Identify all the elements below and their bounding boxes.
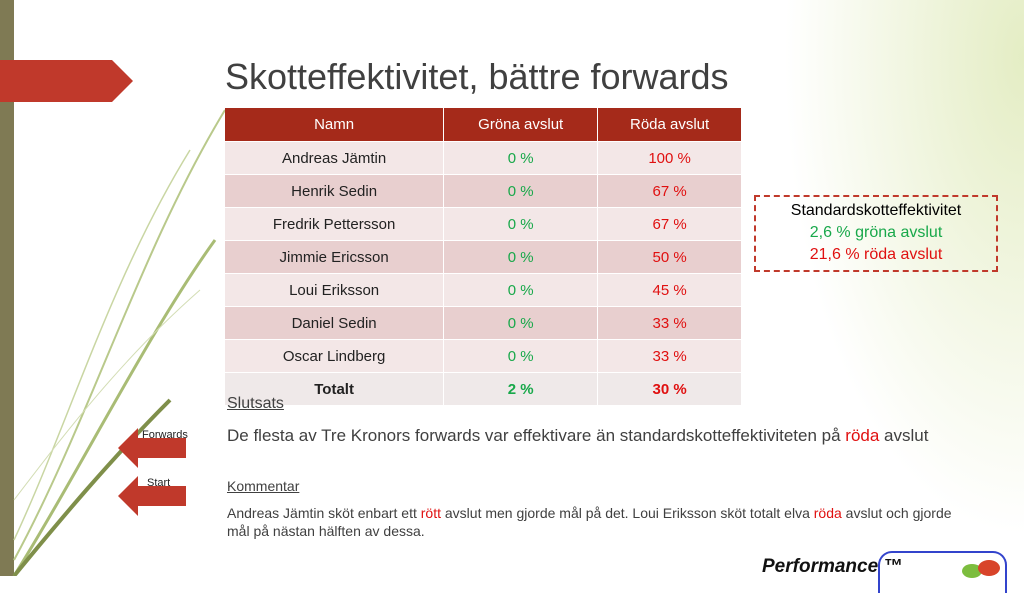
table-row: Loui Eriksson 0 % 45 %: [225, 273, 742, 307]
table-row: Oscar Lindberg 0 % 33 %: [225, 339, 742, 373]
red-value: 100 %: [597, 141, 742, 175]
player-name: Daniel Sedin: [225, 306, 445, 340]
total-label: Totalt: [225, 372, 445, 405]
decorative-stem-lines: [12, 109, 226, 576]
performance-logo-text: Performance ™: [762, 556, 903, 577]
comment-text: Andreas Jämtin sköt enbart ett rött avsl…: [227, 504, 967, 540]
player-name: Oscar Lindberg: [225, 339, 445, 373]
green-value: 0 %: [443, 174, 599, 208]
comment-part-1: Andreas Jämtin sköt enbart ett: [227, 505, 421, 521]
green-value: 0 %: [443, 141, 599, 175]
red-value: 50 %: [597, 240, 742, 274]
conclusion-text: De flesta av Tre Kronors forwards var ef…: [227, 426, 967, 446]
comment-highlight-1: rött: [420, 505, 441, 521]
red-value: 45 %: [597, 273, 742, 307]
table-row: Henrik Sedin 0 % 67 %: [225, 174, 742, 208]
standard-green-line: 2,6 % gröna avslut: [809, 224, 943, 241]
player-name: Henrik Sedin: [225, 174, 445, 208]
player-name: Loui Eriksson: [225, 273, 445, 307]
comment-highlight-2: röda: [813, 505, 842, 521]
comment-heading: Kommentar: [227, 478, 300, 494]
logo-frame: [878, 551, 1007, 593]
red-value: 67 %: [597, 207, 742, 241]
comment-part-3: avslut och gjorde mål på nästan hälften …: [227, 505, 952, 539]
conclusion-text-start: De flesta av Tre Kronors forwards var ef…: [227, 426, 846, 445]
green-value: 0 %: [443, 306, 599, 340]
efficiency-table: Namn Gröna avslut Röda avslut Andreas Jä…: [225, 108, 742, 405]
forwards-nav-label: Forwards: [142, 429, 188, 441]
table-header-row: Namn Gröna avslut Röda avslut: [225, 108, 742, 142]
red-value: 33 %: [597, 306, 742, 340]
column-header-name: Namn: [225, 108, 445, 142]
player-name: Andreas Jämtin: [225, 141, 445, 175]
conclusion-highlight: röda: [845, 426, 880, 445]
logo-red-dot: [978, 560, 1000, 576]
green-value: 0 %: [443, 240, 599, 274]
standard-efficiency-box: Standardskotteffektivitet 2,6 % gröna av…: [754, 195, 998, 272]
green-value: 0 %: [443, 273, 599, 307]
green-value: 0 %: [443, 207, 599, 241]
start-nav-label: Start: [147, 477, 171, 489]
title-arrow-tab: [0, 60, 133, 102]
standard-box-title: Standardskotteffektivitet: [790, 202, 962, 219]
logo-green-dot: [962, 564, 982, 578]
slide-title: Skotteffektivitet, bättre forwards: [225, 56, 729, 97]
standard-red-line: 21,6 % röda avslut: [809, 246, 943, 263]
red-value: 67 %: [597, 174, 742, 208]
player-name: Jimmie Ericsson: [225, 240, 445, 274]
column-header-red: Röda avslut: [597, 108, 742, 142]
left-decorative-band: [0, 0, 14, 576]
table-row: Jimmie Ericsson 0 % 50 %: [225, 240, 742, 274]
column-header-green: Gröna avslut: [443, 108, 599, 142]
background-glow: [764, 0, 1024, 576]
red-value: 33 %: [597, 339, 742, 373]
table-total-row: Totalt 2 % 30 %: [225, 372, 742, 405]
total-red-value: 30 %: [597, 372, 742, 405]
table-row: Andreas Jämtin 0 % 100 %: [225, 141, 742, 175]
table-row: Daniel Sedin 0 % 33 %: [225, 306, 742, 340]
total-green-value: 2 %: [443, 372, 599, 405]
conclusion-heading: Slutsats: [227, 395, 284, 412]
comment-part-2: avslut men gjorde mål på det. Loui Eriks…: [441, 505, 814, 521]
table-row: Fredrik Pettersson 0 % 67 %: [225, 207, 742, 241]
green-value: 0 %: [443, 339, 599, 373]
conclusion-text-end: avslut: [879, 426, 929, 445]
player-name: Fredrik Pettersson: [225, 207, 445, 241]
